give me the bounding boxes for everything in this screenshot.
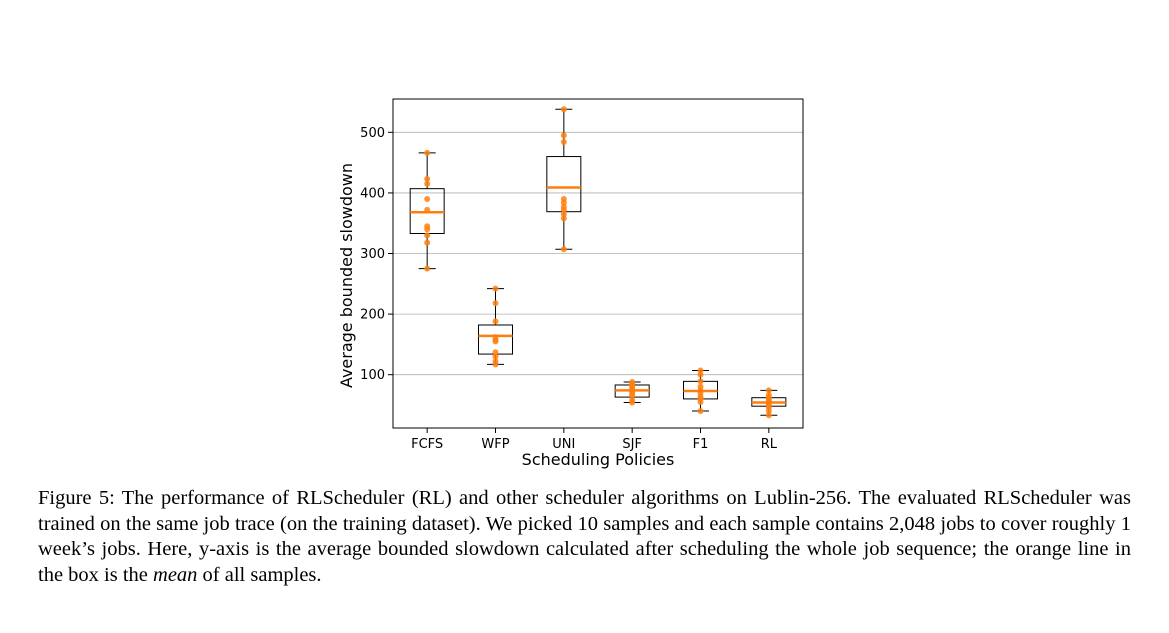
sample-points <box>424 106 772 419</box>
y-tick-label: 500 <box>360 126 385 141</box>
sample-point <box>560 199 567 206</box>
box-plot-chart: 100 200 300 400 500 FCFS WFP UNI SJF F1 RL Schedul… <box>337 98 804 469</box>
sample-point <box>765 408 772 415</box>
caption-text-end: of all samples. <box>197 563 322 586</box>
figure-caption: Figure 5: The performance of RLScheduler… <box>38 486 1131 588</box>
sample-point <box>424 265 431 272</box>
sample-point <box>560 206 567 213</box>
x-tick-label: RL <box>761 437 778 452</box>
sample-point <box>697 398 704 405</box>
sample-point <box>765 412 772 419</box>
sample-point <box>560 106 567 113</box>
boxes <box>409 108 787 416</box>
y-tick-label: 400 <box>360 186 385 201</box>
sample-point <box>424 206 431 213</box>
sample-point <box>424 195 431 202</box>
sample-point <box>560 215 567 222</box>
plot-frame <box>392 98 804 429</box>
sample-point <box>697 408 704 415</box>
sample-point <box>629 392 636 399</box>
sample-point <box>424 239 431 246</box>
x-tick-label: FCFS <box>411 437 443 452</box>
sample-point <box>697 367 704 374</box>
caption-text: Figure 5: The performance of RLScheduler… <box>38 487 1131 586</box>
sample-point <box>697 371 704 378</box>
sample-point <box>629 399 636 406</box>
sample-point <box>560 246 567 253</box>
x-tick-label: F1 <box>693 437 709 452</box>
sample-point <box>492 318 499 325</box>
x-tick-label: SJF <box>622 437 642 452</box>
ticks: 100 200 300 400 500 FCFS WFP UNI SJF F1 RL <box>360 126 778 452</box>
sample-point <box>492 361 499 368</box>
sample-point <box>424 180 431 187</box>
sample-point <box>492 285 499 292</box>
box-uni <box>546 108 582 250</box>
y-axis-label: Average bounded slowdown <box>337 163 356 388</box>
sample-point <box>560 132 567 139</box>
sample-point <box>560 211 567 218</box>
sample-point <box>492 338 499 345</box>
sample-point <box>560 139 567 146</box>
caption-emphasis: mean <box>153 563 198 586</box>
sample-point <box>424 232 431 239</box>
sample-point <box>765 387 772 394</box>
sample-point <box>697 378 704 385</box>
y-tick-label: 100 <box>360 368 385 383</box>
gridlines <box>393 131 803 376</box>
sample-point <box>424 175 431 182</box>
x-tick-label: UNI <box>552 437 575 452</box>
y-tick-label: 200 <box>360 308 385 323</box>
sample-point <box>492 349 499 356</box>
sample-point <box>492 300 499 307</box>
x-tick-label: WFP <box>481 437 509 452</box>
x-axis-label: Scheduling Policies <box>522 450 675 469</box>
y-tick-label: 300 <box>360 247 385 262</box>
sample-point <box>492 353 499 360</box>
sample-point <box>424 149 431 156</box>
figure: 100 200 300 400 500 FCFS WFP UNI SJF F1 RL Schedul… <box>337 98 804 469</box>
sample-point <box>424 226 431 233</box>
